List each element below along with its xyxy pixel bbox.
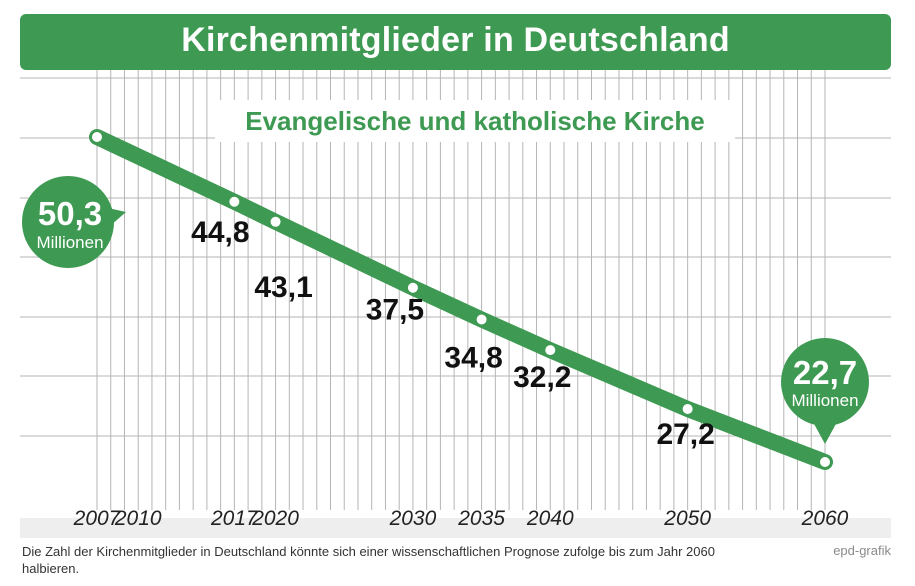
data-label: 34,8 [444, 342, 502, 375]
data-label: 32,2 [513, 361, 571, 394]
data-point [92, 132, 102, 142]
start-bubble [22, 176, 114, 268]
x-tick-label: 2017 [210, 507, 259, 530]
x-tick-label: 2060 [801, 507, 849, 530]
end-bubble [781, 338, 869, 426]
x-tick-label: 2007 [73, 507, 122, 530]
x-tick-label: 2010 [114, 507, 162, 530]
x-tick-label: 2040 [526, 507, 574, 530]
chart-title: Kirchenmitglieder in Deutschland [181, 21, 730, 59]
x-tick-label: 2020 [251, 507, 299, 530]
data-point [682, 404, 693, 415]
chart-subtitle: Evangelische und katholische Kirche [215, 100, 735, 142]
caption-text: Die Zahl der Kirchenmitglieder in Deutsc… [22, 544, 715, 576]
line-chart: 44,843,137,534,832,227,250,3Millionen22,… [20, 70, 891, 538]
bubble-pointer [813, 422, 837, 444]
series-line [89, 129, 833, 470]
source-credit: epd-grafik [833, 543, 891, 558]
x-tick-label: 2050 [663, 507, 711, 530]
data-label: 43,1 [254, 271, 312, 304]
chart-area: 44,8 43,1 37,5 34,8 32,2 27,2 50,3 Millionen 22,… [20, 70, 891, 538]
data-point [476, 314, 487, 325]
data-point [545, 345, 556, 356]
title-banner: Kirchenmitglieder in Deutschland [20, 14, 891, 70]
data-point [270, 216, 281, 227]
start-unit-label: Millionen [36, 233, 103, 252]
x-tick-label: 2030 [389, 507, 437, 530]
data-label: 44,8 [191, 216, 249, 249]
end-unit-label: Millionen [791, 391, 858, 410]
data-point [407, 282, 418, 293]
data-point [820, 457, 830, 467]
x-tick-label: 2035 [457, 507, 505, 530]
data-label: 27,2 [656, 418, 714, 451]
axis-strip [20, 518, 891, 538]
start-value-label: 50,3 [38, 195, 102, 232]
data-point [229, 196, 240, 207]
data-label: 37,5 [366, 294, 424, 327]
end-value-label: 22,7 [793, 354, 857, 391]
